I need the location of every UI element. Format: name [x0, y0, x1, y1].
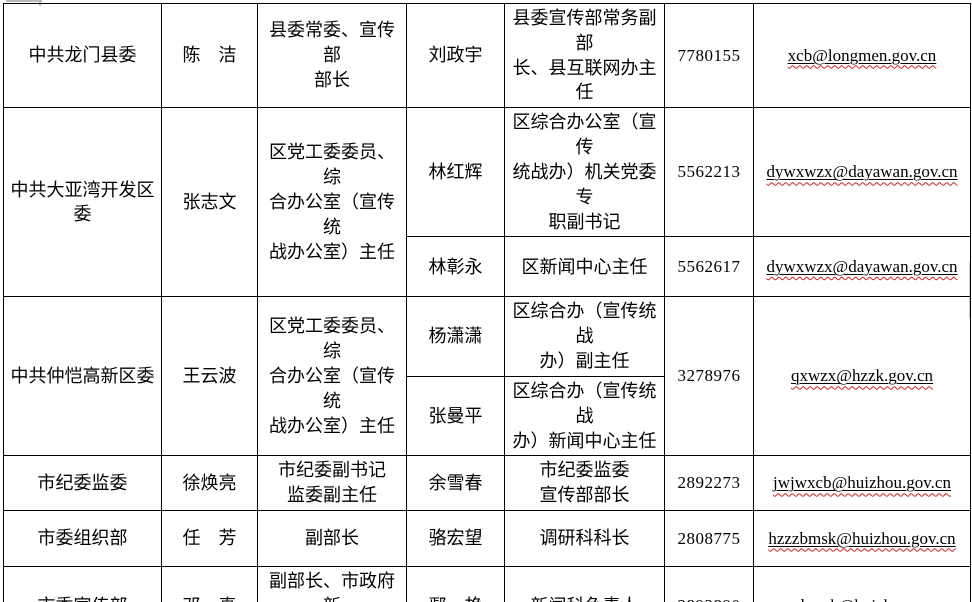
leader-title-cell: 县委常委、宣传部 部长: [257, 2, 407, 109]
leader-name-cell: 陈 洁: [161, 2, 258, 109]
leader-title-cell: 副部长、市政府新 闻办主任: [257, 566, 407, 602]
email-cell: xcb@longmen.gov.cn: [753, 2, 971, 109]
email-link[interactable]: swxcbxwk@huizhou.gov.cn: [766, 596, 958, 602]
org-cell: 中共大亚湾开发区 委: [3, 107, 162, 298]
leader-name-cell: 任 芳: [161, 510, 258, 568]
email-text: dywxwzx@dayawan.gov.cn: [766, 162, 958, 182]
email-text: dywxwzx@dayawan.gov.cn: [766, 256, 958, 276]
org-cell: 市委宣传部: [3, 566, 162, 602]
email-text: qxwzx@hzzk.gov.cn: [790, 366, 933, 386]
table-body: 中共龙门县委陈 洁县委常委、宣传部 部长 刘政宇 县委宣传部常务副部 长、县互联网办…: [3, 2, 971, 602]
table-row: 中共大亚湾开发区 委张志文 区党工委委员、综 合办公室（宣传统 战办公室）主任 林红…: [3, 107, 971, 298]
contact-name-cell: 杨潇潇: [406, 296, 505, 377]
phone-cell: 5562617: [664, 236, 754, 298]
contact-table: 中共龙门县委陈 洁县委常委、宣传部 部长 刘政宇 县委宣传部常务副部 长、县互联网办…: [3, 2, 971, 602]
email-text: hzzzbmsk@huizhou.gov.cn: [768, 528, 956, 548]
contact-name-cell: 骆宏望: [406, 510, 505, 568]
phone-cell: 5562213: [664, 107, 754, 238]
email-text: jwjwxcb@huizhou.gov.cn: [773, 473, 951, 493]
email-link[interactable]: dywxwzx@dayawan.gov.cn: [766, 162, 957, 181]
phone-cell: 2808775: [664, 510, 754, 568]
table-row: 中共仲恺高新区委 王云波 区党工委委员、综 合办公室（宣传统 战办公室）主任 杨潇潇区…: [3, 296, 971, 457]
email-cell: dywxwzx@dayawan.gov.cn: [753, 107, 971, 238]
org-cell: 市纪委监委: [3, 455, 162, 512]
leader-name-cell: 王云波: [161, 296, 258, 457]
phone-cell: 7780155: [664, 2, 754, 109]
email-cell: qxwzx@hzzk.gov.cn: [753, 296, 971, 457]
leader-name-cell: 邓 真: [161, 566, 258, 602]
email-text: xcb@longmen.gov.cn: [787, 45, 937, 65]
contact-title-cell: 区综合办（宣传统战 办）副主任: [504, 296, 665, 377]
contact-title-cell: 县委宣传部常务副部 长、县互联网办主任: [504, 2, 665, 109]
email-cell: swxcbxwk@huizhou.gov.cn: [753, 566, 971, 602]
contact-name-cell: 刘政宇: [406, 2, 505, 109]
contact-name-cell: 林彰永: [406, 236, 505, 298]
org-cell: 中共龙门县委: [3, 2, 162, 109]
email-cell: dywxwzx@dayawan.gov.cn: [753, 236, 971, 298]
table-row: 中共龙门县委陈 洁县委常委、宣传部 部长 刘政宇 县委宣传部常务副部 长、县互联网办…: [3, 2, 971, 109]
contact-title-cell: 市纪委监委 宣传部部长: [504, 455, 665, 512]
email-link[interactable]: xcb@longmen.gov.cn: [788, 46, 937, 65]
table-row: 林彰永 区新闻中心主任 5562617 dywxwzx@dayawan.gov.cn: [4, 236, 971, 298]
leader-name-cell: 徐焕亮: [161, 455, 258, 512]
phone-cell: 3278976: [664, 296, 754, 457]
phone-cell: 2892273: [664, 455, 754, 512]
leader-title-cell: 区党工委委员、综 合办公室（宣传统 战办公室）主任: [257, 296, 407, 457]
table-row: 市纪委监委 徐焕亮 市纪委副书记 监委副主任 余雪春 市纪委监委 宣传部部长 289227…: [3, 455, 971, 512]
table-resize-artifact: [6, 0, 42, 2]
contact-name-cell: 张曼平: [406, 375, 505, 457]
leader-title-cell: 副部长: [257, 510, 407, 568]
org-cell: 中共仲恺高新区委: [3, 296, 162, 457]
email-link[interactable]: qxwzx@hzzk.gov.cn: [791, 366, 933, 385]
email-cell: hzzzbmsk@huizhou.gov.cn: [753, 510, 971, 568]
contact-title-cell: 新闻科负责人: [504, 566, 665, 602]
contact-name-cell: 林红辉: [406, 107, 505, 238]
leader-title-cell: 区党工委委员、综 合办公室（宣传统 战办公室）主任: [257, 107, 407, 298]
contact-title-cell: 区综合办公室（宣传 统战办）机关党委专 职副书记: [504, 107, 665, 238]
table-row: 市委宣传部邓 真副部长、市政府新 闻办主任鄢 艳新闻科负责人2892890 swx…: [3, 566, 971, 602]
contact-title-cell: 区新闻中心主任: [504, 236, 665, 298]
email-link[interactable]: jwjwxcb@huizhou.gov.cn: [773, 473, 951, 492]
phone-cell: 2892890: [664, 566, 754, 602]
email-cell: jwjwxcb@huizhou.gov.cn: [753, 455, 971, 512]
leader-title-cell: 市纪委副书记 监委副主任: [257, 455, 407, 512]
table-row: 张曼平 区综合办（宣传统战 办）新闻中心主任: [4, 375, 971, 457]
email-link[interactable]: dywxwzx@dayawan.gov.cn: [766, 257, 957, 276]
email-text: swxcbxwk@huizhou.gov.cn: [766, 596, 958, 602]
table-row: 市委组织部任 芳副部长 骆宏望 调研科科长 2808775 hzzzbmsk@huizh…: [3, 510, 971, 568]
contact-title-cell: 区综合办（宣传统战 办）新闻中心主任: [504, 375, 665, 457]
leader-name-cell: 张志文: [161, 107, 258, 298]
org-cell: 市委组织部: [3, 510, 162, 568]
contact-name-cell: 余雪春: [406, 455, 505, 512]
contact-title-cell: 调研科科长: [504, 510, 665, 568]
email-link[interactable]: hzzzbmsk@huizhou.gov.cn: [768, 529, 955, 548]
contact-name-cell: 鄢 艳: [406, 566, 505, 602]
